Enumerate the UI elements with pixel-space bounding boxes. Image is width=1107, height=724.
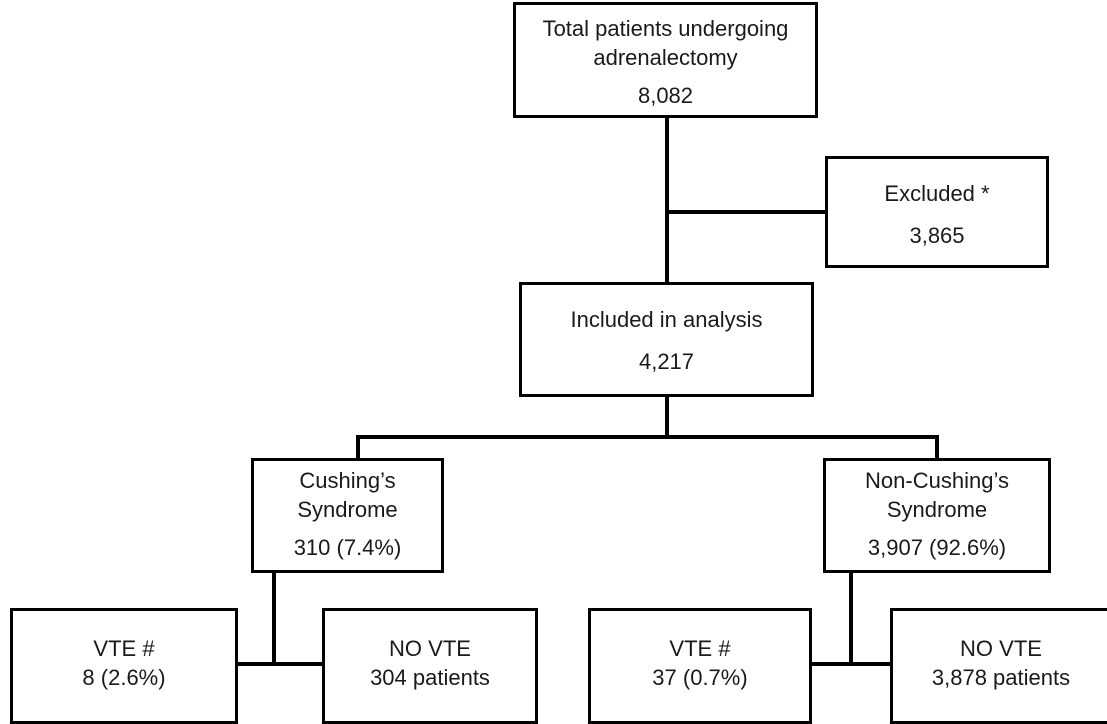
cushing-vte-title: VTE # xyxy=(93,636,155,661)
non-cushing-vte-count: 37 (0.7%) xyxy=(652,665,748,690)
excluded-count: 3,865 xyxy=(909,223,965,248)
cushing-no-vte-count: 304 patients xyxy=(370,665,490,690)
non-cushing-vte-title: VTE # xyxy=(669,636,731,661)
included-box: Included in analysis 4,217 xyxy=(519,282,814,397)
non-cushing-box: Non-Cushing’s Syndrome 3,907 (92.6%) xyxy=(823,458,1051,573)
cushing-vte-box: VTE # 8 (2.6%) xyxy=(10,608,238,724)
cushing-title-line2: Syndrome xyxy=(297,497,398,522)
cushing-no-vte-box: NO VTE 304 patients xyxy=(322,608,538,724)
non-cushing-count: 3,907 (92.6%) xyxy=(867,535,1007,560)
non-cushing-no-vte-box: NO VTE 3,878 patients xyxy=(890,608,1107,724)
cushing-no-vte-title: NO VTE xyxy=(389,636,471,661)
total-patients-box: Total patients undergoing adrenalectomy … xyxy=(513,2,818,118)
non-cushing-no-vte-count: 3,878 patients xyxy=(931,665,1071,690)
non-cushing-title-line2: Syndrome xyxy=(886,497,988,522)
cushing-count: 310 (7.4%) xyxy=(293,535,402,560)
excluded-box: Excluded * 3,865 xyxy=(825,156,1049,268)
included-title: Included in analysis xyxy=(570,307,763,332)
non-cushing-no-vte-title: NO VTE xyxy=(960,636,1042,661)
cushing-title-line1: Cushing’s xyxy=(299,468,396,493)
non-cushing-title-line1: Non-Cushing’s xyxy=(865,468,1009,493)
cushing-box: Cushing’s Syndrome 310 (7.4%) xyxy=(251,458,444,573)
total-title-line1: Total patients undergoing xyxy=(542,16,789,41)
included-count: 4,217 xyxy=(638,349,695,374)
non-cushing-vte-box: VTE # 37 (0.7%) xyxy=(588,608,812,724)
total-count: 8,082 xyxy=(637,83,694,108)
cushing-vte-count: 8 (2.6%) xyxy=(82,665,166,690)
excluded-title: Excluded * xyxy=(884,181,990,206)
total-title-line2: adrenalectomy xyxy=(593,45,738,70)
